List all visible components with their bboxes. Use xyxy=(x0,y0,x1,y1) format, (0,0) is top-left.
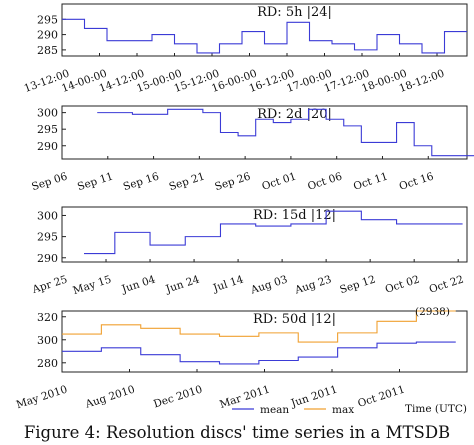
y-tick-label: 295 xyxy=(37,123,58,136)
series-line-1 xyxy=(97,108,474,157)
x-axis-label: Time (UTC) xyxy=(405,403,467,415)
x-tick-label: Jun 04 xyxy=(120,273,158,295)
x-tick-label: Sep 26 xyxy=(213,170,252,193)
x-tick-label: Oct 11 xyxy=(352,170,389,192)
plot-frame xyxy=(61,206,468,263)
y-tick-label: 295 xyxy=(37,13,58,26)
x-tick-label: Apr 25 xyxy=(30,273,69,296)
y-tick-label: 280 xyxy=(37,357,58,370)
y-tick-label: 290 xyxy=(37,140,58,153)
x-tick-label: Oct 06 xyxy=(306,170,344,192)
x-tick-label: Oct 2011 xyxy=(356,383,406,409)
x-tick-label: Oct 02 xyxy=(384,273,421,295)
y-tick-label: 295 xyxy=(37,231,58,244)
y-tick-label: 300 xyxy=(37,334,58,347)
panel-title: RD: 5h |24| xyxy=(257,5,332,20)
x-tick-label: Jul 14 xyxy=(211,273,245,294)
legend-label-mean: mean xyxy=(260,404,289,416)
series-line-max xyxy=(62,310,456,343)
y-tick-label: 320 xyxy=(37,311,58,324)
x-tick-label: Aug 2010 xyxy=(83,383,136,411)
x-tick-label: Oct 16 xyxy=(398,170,436,192)
series-line-1 xyxy=(84,210,463,255)
plot-frame xyxy=(61,105,468,160)
x-tick-label: Aug 03 xyxy=(248,273,289,296)
x-tick-label: Oct 22 xyxy=(428,273,465,295)
annotation-label: (2938) xyxy=(415,306,450,318)
x-tick-label: Sep 11 xyxy=(76,170,115,193)
series-line-mean xyxy=(62,341,456,365)
x-tick-label: May 2010 xyxy=(15,383,69,411)
x-tick-label: Sep 06 xyxy=(30,170,69,193)
x-tick-label: Sep 21 xyxy=(168,170,207,193)
x-tick-label: Aug 23 xyxy=(292,273,333,296)
x-tick-label: Dec 2010 xyxy=(152,383,204,410)
x-tick-label: Jun 24 xyxy=(164,273,202,295)
y-tick-label: 290 xyxy=(37,29,58,42)
x-tick-label: Sep 16 xyxy=(122,170,161,193)
chart-panel-1: RD: 5h |24|28529029513-12:0014-00:0014-1… xyxy=(23,3,468,95)
chart-panel-4: RD: 50d |12| 280 300 320 May 2010 Aug 2010 Dec… xyxy=(15,306,468,416)
x-tick-label: Oct 01 xyxy=(260,170,297,192)
series-line-1 xyxy=(62,18,467,54)
legend-label-max: max xyxy=(332,404,354,416)
panel-title: RD: 50d |12| xyxy=(253,312,336,327)
y-tick-label: 300 xyxy=(37,107,58,120)
chart-panel-2: RD: 2d |20| 290 295 300 Sep 06 Sep 11 Sep 16 Se… xyxy=(30,105,474,193)
chart-panel-3: RD: 15d |12| 290 295 300 Apr 25 May 15 Jun 04 J… xyxy=(30,206,468,297)
y-tick-label: 300 xyxy=(37,209,58,222)
x-tick-label: May 15 xyxy=(72,273,113,297)
panel-title: RD: 2d |20| xyxy=(257,107,332,122)
panel-title: RD: 15d |12| xyxy=(253,208,336,223)
plot-frame xyxy=(61,3,468,57)
y-tick-label: 285 xyxy=(37,44,58,57)
figure-caption: Figure 4: Resolution discs' time series … xyxy=(23,423,451,442)
y-tick-label: 290 xyxy=(37,252,58,265)
x-tick-label: Sep 12 xyxy=(338,273,377,296)
